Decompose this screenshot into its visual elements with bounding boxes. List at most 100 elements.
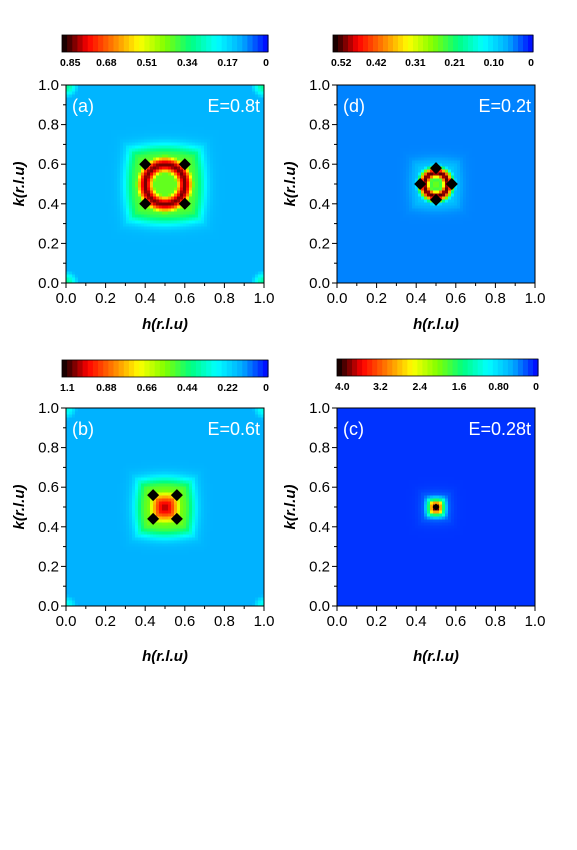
heatmap-cell [147, 223, 151, 227]
heatmap-cell [370, 274, 374, 278]
heatmap-cell [81, 211, 85, 215]
heatmap-cell [132, 133, 136, 137]
heatmap-cell [228, 136, 232, 140]
heatmap-cell [117, 160, 121, 164]
heatmap-cell [195, 172, 199, 176]
heatmap-cell [481, 268, 485, 272]
heatmap-cell [228, 268, 232, 272]
heatmap-cell [66, 268, 70, 272]
heatmap-cell [222, 217, 226, 221]
heatmap-cell [162, 208, 166, 212]
heatmap-cell [192, 256, 196, 260]
heatmap-cell [225, 172, 229, 176]
heatmap-cell [90, 160, 94, 164]
heatmap-cell [177, 142, 181, 146]
heatmap-cell [69, 133, 73, 137]
heatmap-cell [153, 268, 157, 272]
heatmap-cell [135, 172, 139, 176]
heatmap-cell [231, 253, 235, 257]
colorbar-swatch [155, 35, 161, 52]
heatmap-cell [379, 259, 383, 263]
heatmap-cell [162, 277, 166, 281]
heatmap-cell [198, 124, 202, 128]
heatmap-cell [249, 178, 253, 182]
heatmap-cell [90, 244, 94, 248]
heatmap-cell [496, 274, 500, 278]
heatmap-cell [216, 253, 220, 257]
heatmap-cell [469, 274, 473, 278]
colorbar-tick-label: 0.42 [366, 57, 387, 69]
heatmap-cell [171, 187, 175, 191]
heatmap-cell [204, 211, 208, 215]
heatmap-cell [198, 136, 202, 140]
heatmap-cell [135, 184, 139, 188]
heatmap-cell [141, 145, 145, 149]
heatmap-cell [126, 223, 130, 227]
heatmap-cell [376, 268, 380, 272]
heatmap-cell [81, 217, 85, 221]
heatmap-cell [141, 133, 145, 137]
heatmap-cell [204, 217, 208, 221]
heatmap-cell [213, 163, 217, 167]
heatmap-cell [126, 196, 130, 200]
heatmap-cell [165, 127, 169, 131]
heatmap-cell [105, 91, 109, 95]
heatmap-cell [147, 172, 151, 176]
heatmap-cell [186, 193, 190, 197]
colorbar-tick-label: 0.52 [331, 57, 352, 69]
heatmap-cell [162, 169, 166, 173]
heatmap-cell [192, 262, 196, 266]
heatmap-cell [400, 259, 404, 263]
heatmap-cell [66, 250, 70, 254]
heatmap-cell [105, 94, 109, 98]
heatmap-cell [93, 241, 97, 245]
heatmap-cell [108, 121, 112, 125]
heatmap-cell [129, 190, 133, 194]
heatmap-cell [243, 271, 247, 275]
heatmap-cell [234, 151, 238, 155]
heatmap-cell [102, 241, 106, 245]
heatmap-cell [90, 148, 94, 152]
heatmap-cell [84, 127, 88, 131]
heatmap-cell [258, 235, 262, 239]
heatmap-cell [72, 220, 76, 224]
heatmap-cell [213, 88, 217, 92]
heatmap-cell [105, 115, 109, 119]
heatmap-cell [237, 241, 241, 245]
heatmap-cell [123, 256, 127, 260]
heatmap-cell [201, 133, 205, 137]
heatmap-cell [192, 190, 196, 194]
heatmap-cell [201, 211, 205, 215]
heatmap-cell [201, 256, 205, 260]
heatmap-cell [376, 259, 380, 263]
heatmap-cell [174, 259, 178, 263]
heatmap-cell [174, 145, 178, 149]
heatmap-cell [216, 214, 220, 218]
heatmap-cell [123, 190, 127, 194]
heatmap-cell [237, 250, 241, 254]
heatmap-cell [195, 178, 199, 182]
heatmap-cell [144, 151, 148, 155]
heatmap-cell [219, 277, 223, 281]
colorbar-swatch [227, 35, 233, 52]
heatmap-cell [252, 238, 256, 242]
heatmap-cell [156, 223, 160, 227]
heatmap-cell [72, 181, 76, 185]
heatmap-cell [180, 235, 184, 239]
heatmap-cell [120, 127, 124, 131]
heatmap-cell [75, 271, 79, 275]
heatmap-cell [111, 184, 115, 188]
heatmap-cell [87, 253, 91, 257]
heatmap-cell [126, 121, 130, 125]
heatmap-cell [78, 208, 82, 212]
heatmap-cell [123, 136, 127, 140]
heatmap-cell [210, 118, 214, 122]
heatmap-cell [225, 130, 229, 134]
heatmap-cell [198, 148, 202, 152]
heatmap-cell [108, 190, 112, 194]
heatmap-cell [159, 103, 163, 107]
heatmap-cell [75, 172, 79, 176]
heatmap-cell [174, 118, 178, 122]
heatmap-cell [258, 193, 262, 197]
heatmap-cell [186, 154, 190, 158]
